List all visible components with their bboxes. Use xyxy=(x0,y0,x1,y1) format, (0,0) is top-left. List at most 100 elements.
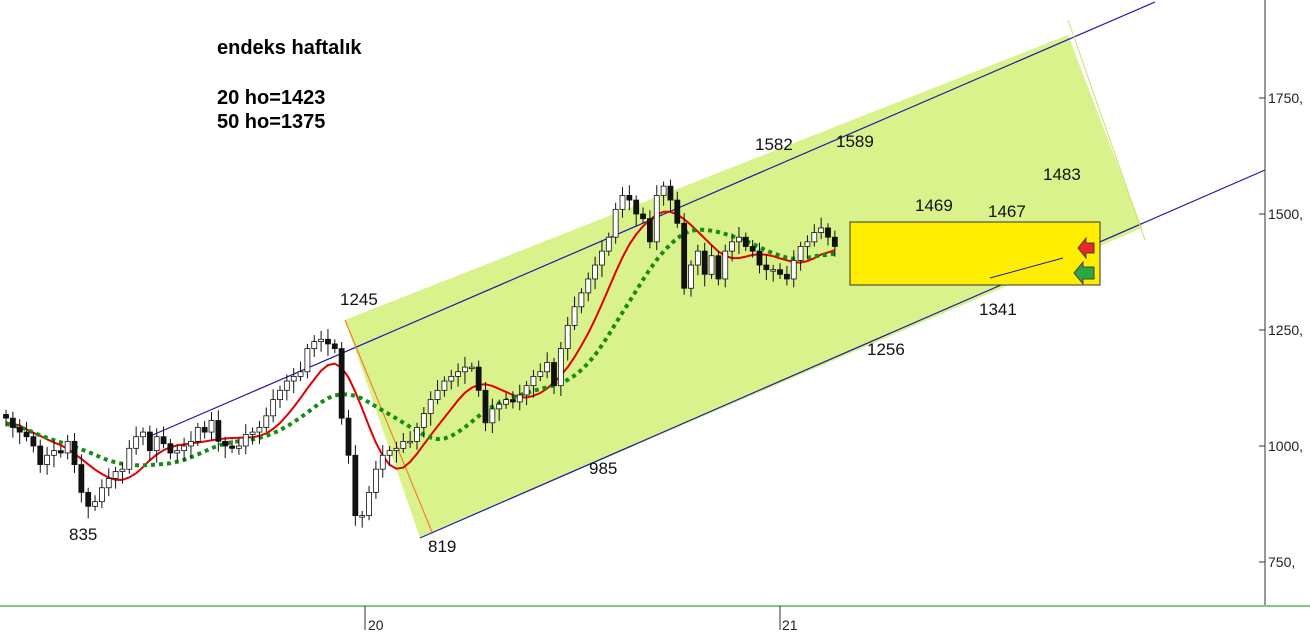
candle xyxy=(585,278,592,294)
drop-line xyxy=(344,319,433,533)
candle xyxy=(44,454,50,465)
label-985: 985 xyxy=(589,459,617,478)
candle xyxy=(468,366,475,370)
candle xyxy=(263,415,270,428)
candle xyxy=(804,241,811,247)
candles-group xyxy=(3,179,838,528)
consolidation-box xyxy=(849,221,1101,286)
ma50-note: 50 ho=1375 xyxy=(217,111,326,133)
y-tick-label: 1500, xyxy=(1268,206,1303,222)
candle xyxy=(674,199,681,224)
candle xyxy=(359,515,366,518)
candle xyxy=(194,427,201,442)
candle xyxy=(489,408,496,424)
candle xyxy=(564,324,571,349)
candle xyxy=(777,269,783,275)
label-819: 819 xyxy=(428,537,456,556)
candle xyxy=(283,380,290,391)
ma50-line xyxy=(5,227,836,468)
candle xyxy=(653,195,660,243)
channel-right-edge xyxy=(1067,19,1146,241)
candle xyxy=(831,236,838,247)
candle xyxy=(414,427,420,442)
candle xyxy=(509,399,516,403)
candle xyxy=(256,427,263,433)
label-1256: 1256 xyxy=(867,340,905,359)
candle xyxy=(544,362,551,373)
candle xyxy=(715,255,722,280)
candle xyxy=(372,468,379,493)
candle xyxy=(790,259,797,280)
candle xyxy=(749,246,756,252)
candle xyxy=(736,236,742,243)
candle xyxy=(557,348,564,387)
candle xyxy=(30,436,37,447)
candle xyxy=(688,264,694,289)
box-trend-line xyxy=(989,257,1064,279)
candle xyxy=(386,450,393,456)
candle xyxy=(304,348,311,373)
candle xyxy=(496,403,503,410)
candle xyxy=(660,185,667,196)
candle xyxy=(825,227,831,238)
candle xyxy=(92,501,98,507)
candle xyxy=(640,213,646,220)
candle xyxy=(708,255,715,275)
y-tick-label: 750, xyxy=(1268,554,1295,570)
candle xyxy=(222,440,229,447)
chart-title-note: endeks haftalık xyxy=(217,37,362,59)
candle xyxy=(379,454,386,470)
candle xyxy=(181,445,188,452)
candle xyxy=(99,487,105,503)
candle xyxy=(770,269,777,272)
candle xyxy=(626,195,633,201)
trend-channel-fill xyxy=(345,35,1142,538)
candle xyxy=(612,208,619,238)
candle xyxy=(188,440,194,447)
x-tick-label-21: 21 xyxy=(782,617,798,633)
candle xyxy=(763,264,770,271)
candle xyxy=(434,389,441,401)
candle xyxy=(23,431,30,438)
candle xyxy=(297,371,304,377)
candle xyxy=(37,445,44,465)
candle xyxy=(619,195,626,210)
green-arrow-icon xyxy=(1073,260,1095,286)
candle xyxy=(701,250,708,275)
candle xyxy=(249,431,256,435)
candle xyxy=(64,440,71,454)
candle xyxy=(229,445,235,449)
candle xyxy=(523,385,530,396)
candle xyxy=(797,246,804,261)
candle xyxy=(16,427,23,433)
candle xyxy=(167,443,174,454)
candle xyxy=(71,440,78,465)
label-1469: 1469 xyxy=(915,196,953,215)
candle xyxy=(729,241,735,252)
y-tick-label: 1250, xyxy=(1268,322,1303,338)
label-1582: 1582 xyxy=(755,135,793,154)
candle xyxy=(112,471,119,479)
candle xyxy=(592,264,598,280)
candle xyxy=(366,491,372,516)
candle xyxy=(551,362,557,387)
candle xyxy=(174,450,181,454)
candle xyxy=(311,341,318,349)
candle xyxy=(694,250,701,266)
candle xyxy=(331,343,338,349)
label-1483: 1483 xyxy=(1043,165,1081,184)
candle xyxy=(475,366,482,391)
candle xyxy=(462,366,468,373)
candle xyxy=(345,417,352,456)
candle xyxy=(105,478,112,489)
candle xyxy=(756,250,763,266)
candle xyxy=(400,440,407,449)
candle xyxy=(153,436,160,452)
candle xyxy=(633,199,640,215)
candle xyxy=(126,447,133,470)
y-axis-ticks: 750, 1000, 1250, 1500, 1750, xyxy=(1259,90,1303,570)
candle xyxy=(530,375,537,387)
candle xyxy=(3,414,9,419)
candle xyxy=(503,399,509,405)
candle xyxy=(482,389,489,424)
